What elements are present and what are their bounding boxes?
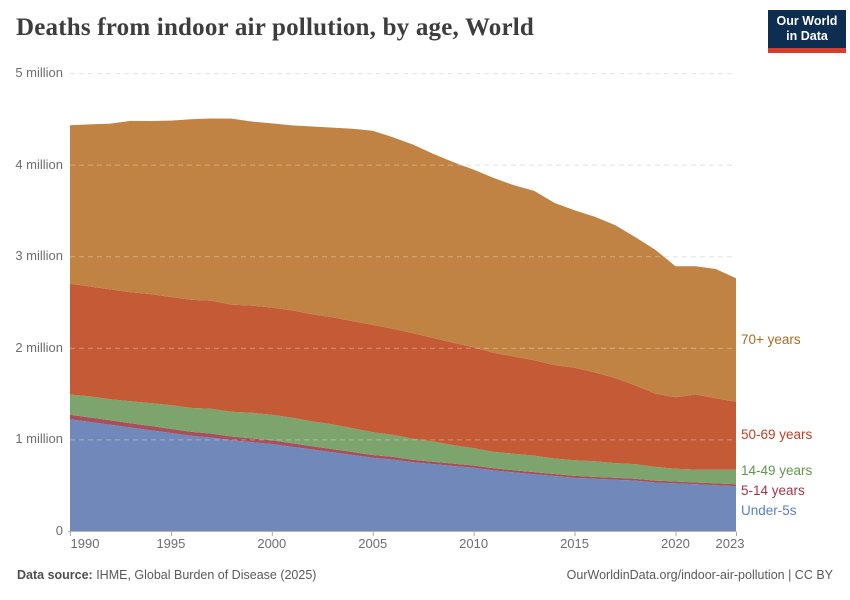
legend-label-5-14-years[interactable]: 5-14 years bbox=[741, 483, 805, 498]
area-14-49-years[interactable] bbox=[70, 394, 736, 485]
y-axis-label-1m: 1 million bbox=[15, 431, 63, 447]
x-axis-label-2015: 2015 bbox=[560, 536, 589, 551]
x-axis-label-1990: 1990 bbox=[70, 536, 100, 551]
data-source-label: Data source: bbox=[17, 568, 93, 582]
owid-url-license[interactable]: OurWorldinData.org/indoor-air-pollution … bbox=[566, 568, 833, 582]
legend-label-70-plus-years[interactable]: 70+ years bbox=[741, 332, 801, 347]
x-axis-label-2010: 2010 bbox=[459, 536, 489, 551]
data-source-text: IHME, Global Burden of Disease (2025) bbox=[92, 568, 317, 582]
x-axis-label-2020: 2020 bbox=[660, 536, 690, 551]
y-axis-label-2m: 2 million bbox=[15, 339, 63, 355]
x-axis-label-2023: 2023 bbox=[715, 536, 745, 551]
y-axis-label-5m: 5 million bbox=[15, 65, 63, 80]
area-70-years[interactable] bbox=[70, 118, 736, 402]
owid-logo-line2: in Data bbox=[786, 29, 828, 43]
y-axis-label-3m: 3 million bbox=[15, 248, 63, 264]
area-under-5s[interactable] bbox=[70, 419, 736, 531]
y-axis-label-4m: 4 million bbox=[15, 156, 63, 172]
page-title: Deaths from indoor air pollution, by age… bbox=[16, 14, 535, 41]
legend-label-50-69-years[interactable]: 50-69 years bbox=[741, 427, 813, 442]
owid-logo-line1: Our World bbox=[776, 14, 838, 28]
legend-label-14-49-years[interactable]: 14-49 years bbox=[741, 463, 813, 478]
area-50-69-years[interactable] bbox=[70, 283, 736, 470]
x-axis-label-2005: 2005 bbox=[358, 536, 388, 551]
legend-label-under-5s[interactable]: Under-5s bbox=[741, 503, 797, 518]
data-source-note: Data source: IHME, Global Burden of Dise… bbox=[17, 568, 316, 582]
y-axis-label-0: 0 bbox=[55, 523, 63, 538]
x-axis-label-2000: 2000 bbox=[257, 536, 287, 551]
x-axis-label-1995: 1995 bbox=[156, 536, 186, 551]
owid-logo[interactable]: Our World in Data bbox=[768, 10, 846, 53]
